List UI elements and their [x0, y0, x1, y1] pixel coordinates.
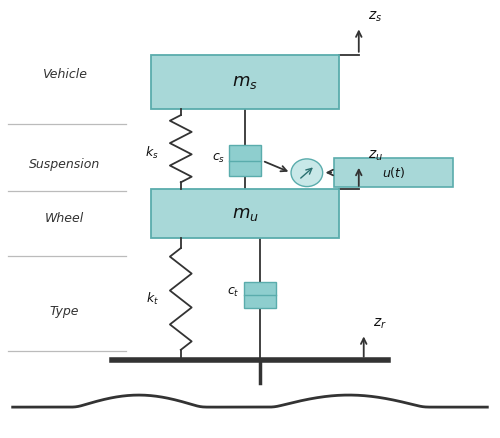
Text: Suspension: Suspension — [29, 159, 100, 171]
Text: $z_u$: $z_u$ — [368, 148, 383, 163]
Text: $c_s$: $c_s$ — [212, 152, 225, 165]
Text: Type: Type — [50, 305, 80, 318]
Text: $c_t$: $c_t$ — [228, 286, 240, 299]
Text: Wheel: Wheel — [45, 212, 84, 226]
Text: $m_u$: $m_u$ — [232, 205, 258, 223]
Text: $u(t)$: $u(t)$ — [382, 165, 405, 180]
Text: $k_t$: $k_t$ — [146, 291, 158, 307]
Text: $m_s$: $m_s$ — [232, 73, 258, 91]
Bar — [151, 189, 339, 238]
Bar — [229, 145, 261, 176]
Bar — [334, 159, 452, 187]
Text: $z_s$: $z_s$ — [368, 10, 382, 25]
Text: $z_r$: $z_r$ — [372, 317, 386, 332]
Bar — [244, 282, 276, 307]
Circle shape — [291, 159, 322, 187]
Text: $k_s$: $k_s$ — [145, 145, 158, 161]
Bar — [151, 55, 339, 109]
Text: Vehicle: Vehicle — [42, 67, 87, 81]
